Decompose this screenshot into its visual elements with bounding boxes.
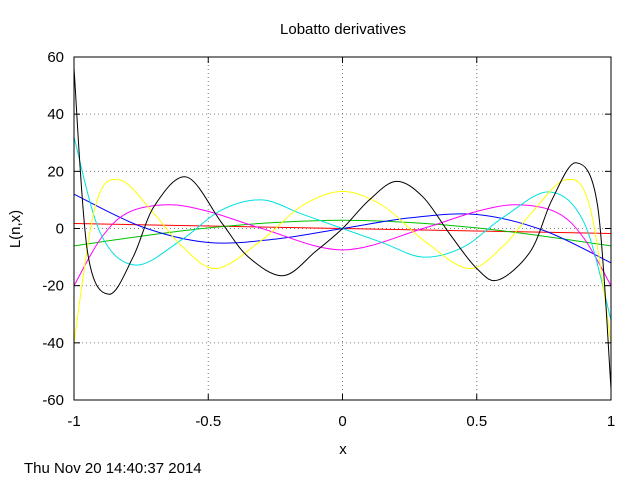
y-tick-label: 0: [56, 221, 64, 238]
x-axis-label: x: [339, 441, 347, 458]
x-tick-labels: -1 -0.5 0 0.5 1: [67, 413, 615, 430]
x-tick-label: 0.5: [466, 413, 487, 430]
series-line-6: [73, 68, 612, 389]
y-tick-label: 60: [47, 49, 64, 66]
timestamp-footer: Thu Nov 20 14:40:37 2014: [24, 460, 202, 477]
x-tick-label: -1: [67, 413, 80, 430]
y-tick-label: -40: [42, 335, 64, 352]
x-tick-label: 0: [338, 413, 346, 430]
series-line-5: [73, 178, 612, 343]
series-group: [73, 68, 612, 389]
chart-title: Lobatto derivatives: [280, 21, 406, 38]
x-tick-label: -0.5: [195, 413, 221, 430]
y-tick-labels: -60 -40 -20 0 20 40 60: [42, 49, 64, 409]
y-tick-label: -60: [42, 392, 64, 409]
y-tick-label: 40: [47, 106, 64, 123]
series-line-3: [73, 204, 612, 286]
y-tick-label: -20: [42, 278, 64, 295]
tick-marks: [73, 56, 612, 401]
y-axis-label: L(n,x): [7, 210, 24, 248]
x-tick-label: 1: [607, 413, 615, 430]
series-line-1: [73, 219, 612, 247]
y-tick-label: 20: [47, 163, 64, 180]
